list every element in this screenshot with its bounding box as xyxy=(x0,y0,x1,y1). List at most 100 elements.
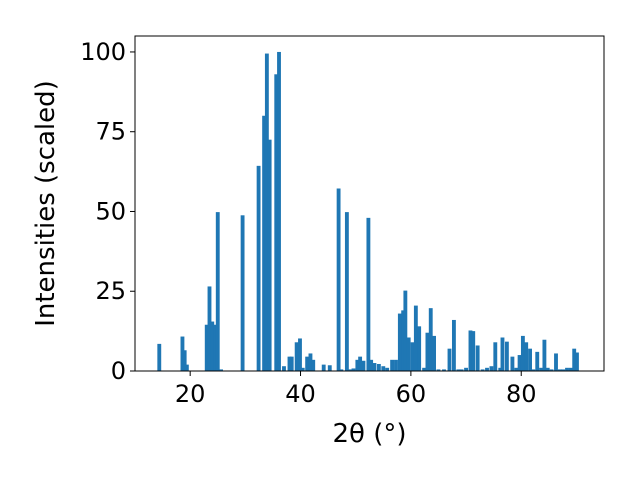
bar xyxy=(447,348,452,371)
bar xyxy=(575,352,579,371)
bar xyxy=(549,369,554,371)
bar-series xyxy=(157,51,579,372)
bar xyxy=(321,364,326,371)
bar xyxy=(157,343,162,371)
bar xyxy=(475,345,480,371)
x-tick-label: 40 xyxy=(285,380,316,408)
bar xyxy=(397,313,402,371)
x-tick-label: 60 xyxy=(396,380,427,408)
y-axis-ticks: 0 25 50 75 100 xyxy=(80,38,135,385)
y-tick-label: 100 xyxy=(80,38,126,66)
bar xyxy=(442,369,446,371)
bar xyxy=(436,369,441,371)
bar xyxy=(572,348,577,371)
bar xyxy=(358,356,363,371)
bar xyxy=(539,367,544,371)
bar xyxy=(413,305,418,371)
bar xyxy=(480,369,485,371)
bar xyxy=(390,359,395,371)
bar xyxy=(422,367,427,371)
bar xyxy=(348,369,353,371)
bar xyxy=(401,310,406,371)
bar xyxy=(410,342,415,371)
y-tick-label: 25 xyxy=(95,277,126,305)
bar xyxy=(406,337,411,371)
bar xyxy=(327,365,332,371)
bar xyxy=(256,165,261,371)
x-axis-ticks: 20 40 60 80 xyxy=(175,371,537,408)
bar xyxy=(372,363,377,371)
bar xyxy=(456,369,461,371)
bar xyxy=(240,215,245,371)
bar xyxy=(504,341,509,371)
bar xyxy=(545,367,550,371)
bar xyxy=(204,324,209,371)
y-tick-label: 75 xyxy=(95,118,126,146)
x-tick-label: 80 xyxy=(506,380,537,408)
y-tick-label: 0 xyxy=(111,357,126,385)
plot-frame xyxy=(134,35,605,372)
bar xyxy=(361,360,366,371)
bar xyxy=(517,355,522,371)
bar xyxy=(210,321,215,371)
bar xyxy=(417,326,422,371)
y-axis-label: Intensities (scaled) xyxy=(31,80,61,327)
bar xyxy=(262,115,267,371)
bar xyxy=(468,330,473,371)
bar xyxy=(180,336,185,371)
bar xyxy=(344,212,349,371)
x-tick-label: 20 xyxy=(175,380,206,408)
bar xyxy=(432,335,436,371)
bar xyxy=(524,342,529,371)
bar xyxy=(369,359,374,371)
bar xyxy=(520,335,525,371)
bar xyxy=(464,367,468,371)
bar xyxy=(554,353,558,371)
bar xyxy=(267,139,272,371)
bar xyxy=(219,369,223,371)
bar xyxy=(213,324,217,371)
bar xyxy=(264,53,269,372)
bar xyxy=(300,367,305,371)
bar xyxy=(282,366,286,371)
bar xyxy=(305,356,310,371)
bar xyxy=(500,337,505,371)
bar xyxy=(557,369,562,371)
bar xyxy=(528,348,532,371)
bar xyxy=(568,367,573,371)
bar xyxy=(489,366,494,371)
bar xyxy=(493,342,498,371)
bar xyxy=(498,367,503,371)
bar xyxy=(308,353,313,371)
bar xyxy=(381,366,386,371)
bar xyxy=(184,364,189,371)
x-axis-label: 2θ (°) xyxy=(332,419,406,449)
bar xyxy=(182,350,187,371)
bar xyxy=(561,369,566,371)
bar xyxy=(311,359,316,371)
bar xyxy=(207,286,212,371)
bar xyxy=(294,342,299,371)
bar xyxy=(531,369,536,371)
bar xyxy=(366,217,371,371)
bar xyxy=(394,359,398,371)
bar xyxy=(471,331,476,371)
bar xyxy=(274,74,279,371)
bar xyxy=(385,367,390,371)
bar xyxy=(535,351,540,371)
bar xyxy=(403,290,408,371)
bar xyxy=(485,367,489,371)
bar xyxy=(565,367,569,371)
bar xyxy=(376,363,381,371)
bar xyxy=(336,188,341,371)
bar xyxy=(428,308,433,371)
bar xyxy=(355,359,360,371)
bar xyxy=(425,332,430,371)
bar xyxy=(277,51,281,371)
bar xyxy=(459,369,464,371)
bar xyxy=(514,367,519,371)
bar xyxy=(298,338,302,371)
bar xyxy=(351,368,356,371)
